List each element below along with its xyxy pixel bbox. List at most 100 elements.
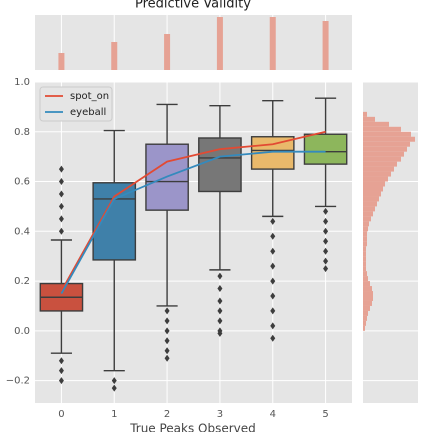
right-hist-bar xyxy=(363,221,369,227)
top-hist-bar xyxy=(58,53,65,70)
right-hist-bar xyxy=(363,171,391,177)
flier xyxy=(164,327,170,335)
right-hist-bar xyxy=(363,320,366,326)
main-panel xyxy=(35,82,352,403)
x-tick-label: 4 xyxy=(270,409,276,420)
box xyxy=(198,137,242,193)
right-hist-bar xyxy=(363,121,389,127)
x-tick-label: 5 xyxy=(322,409,328,420)
flier xyxy=(217,307,223,315)
y-tick-label: 1.0 xyxy=(14,77,30,88)
right-hist-bar xyxy=(363,146,407,152)
flier xyxy=(270,322,276,330)
right-hist-bar xyxy=(363,256,366,262)
flier xyxy=(270,307,276,315)
right-hist-bar xyxy=(363,166,394,172)
right-hist-bar xyxy=(363,116,375,122)
right-hist-bar xyxy=(363,305,370,311)
flier xyxy=(217,297,223,305)
flier xyxy=(164,317,170,325)
x-tick-label: 3 xyxy=(217,409,223,420)
legend-label: spot_on xyxy=(70,91,109,102)
flier xyxy=(164,337,170,345)
right-hist-bar xyxy=(363,206,375,212)
flier xyxy=(217,285,223,293)
flier xyxy=(323,227,329,235)
flier xyxy=(58,165,64,173)
chart-title: Predictive Validity xyxy=(135,0,251,12)
flier xyxy=(323,207,329,215)
top-hist-bar xyxy=(269,17,276,70)
right-hist-bar xyxy=(363,271,367,277)
right-hist-bar xyxy=(363,315,367,321)
y-tick-label: 0.0 xyxy=(14,326,30,337)
right-hist-bar xyxy=(363,131,411,137)
flier xyxy=(323,257,329,265)
line xyxy=(60,130,326,292)
right-hist-bar xyxy=(363,276,368,282)
right-hist-bar xyxy=(363,186,383,192)
right-hist-bar xyxy=(363,141,410,147)
right-hist-bar xyxy=(363,201,377,207)
flier xyxy=(217,317,223,325)
right-hist-bar xyxy=(363,246,366,252)
flier xyxy=(217,272,223,280)
x-tick-label: 1 xyxy=(111,409,117,420)
right-hist-bar xyxy=(363,286,372,292)
y-tick-label: −0.2 xyxy=(6,376,30,387)
flier xyxy=(270,334,276,342)
x-tick-label: 0 xyxy=(58,409,64,420)
right-hist-bar xyxy=(363,211,373,217)
right-hist-bar xyxy=(363,196,379,202)
top-hist-bar xyxy=(111,42,118,70)
right-hist-bar xyxy=(363,261,366,267)
right-hist-bar xyxy=(363,226,368,232)
flier xyxy=(164,307,170,315)
flier xyxy=(58,202,64,210)
flier xyxy=(164,347,170,355)
right-hist-bar xyxy=(363,300,372,306)
right-hist-bar xyxy=(363,181,385,187)
right-hist-bar xyxy=(363,176,388,182)
flier xyxy=(58,367,64,375)
y-tick-label: 0.8 xyxy=(14,127,30,138)
right-hist-bar xyxy=(363,325,365,331)
right-hist-bar xyxy=(363,310,368,316)
flier xyxy=(58,377,64,385)
flier xyxy=(217,329,223,337)
x-axis-label: True Peaks Observed xyxy=(129,422,256,432)
flier xyxy=(270,247,276,255)
right-hist-bar xyxy=(363,111,367,117)
flier xyxy=(58,215,64,223)
right-hist-bar xyxy=(363,231,367,237)
x-tick-label: 2 xyxy=(164,409,170,420)
flier xyxy=(270,292,276,300)
right-hist-bar xyxy=(363,191,381,197)
flier xyxy=(270,277,276,285)
right-hist-bar xyxy=(363,281,370,287)
right-hist-bar xyxy=(363,236,367,242)
flier xyxy=(164,354,170,362)
flier xyxy=(270,217,276,225)
flier xyxy=(58,357,64,365)
flier xyxy=(323,237,329,245)
flier xyxy=(58,227,64,235)
right-hist-bar xyxy=(363,136,415,142)
flier xyxy=(323,217,329,225)
right-hist-bar xyxy=(363,251,366,257)
flier xyxy=(323,265,329,273)
flier xyxy=(58,178,64,186)
flier xyxy=(270,262,276,270)
flier xyxy=(270,232,276,240)
top-hist-bar xyxy=(164,34,171,70)
flier xyxy=(58,190,64,198)
box xyxy=(303,133,348,165)
y-tick-label: 0.6 xyxy=(14,177,30,188)
flier xyxy=(111,384,117,392)
flier xyxy=(111,377,117,385)
right-hist-bar xyxy=(363,241,367,247)
top-panel xyxy=(35,15,352,70)
right-hist-bar xyxy=(363,156,401,162)
legend-label: eyeball xyxy=(70,107,106,118)
